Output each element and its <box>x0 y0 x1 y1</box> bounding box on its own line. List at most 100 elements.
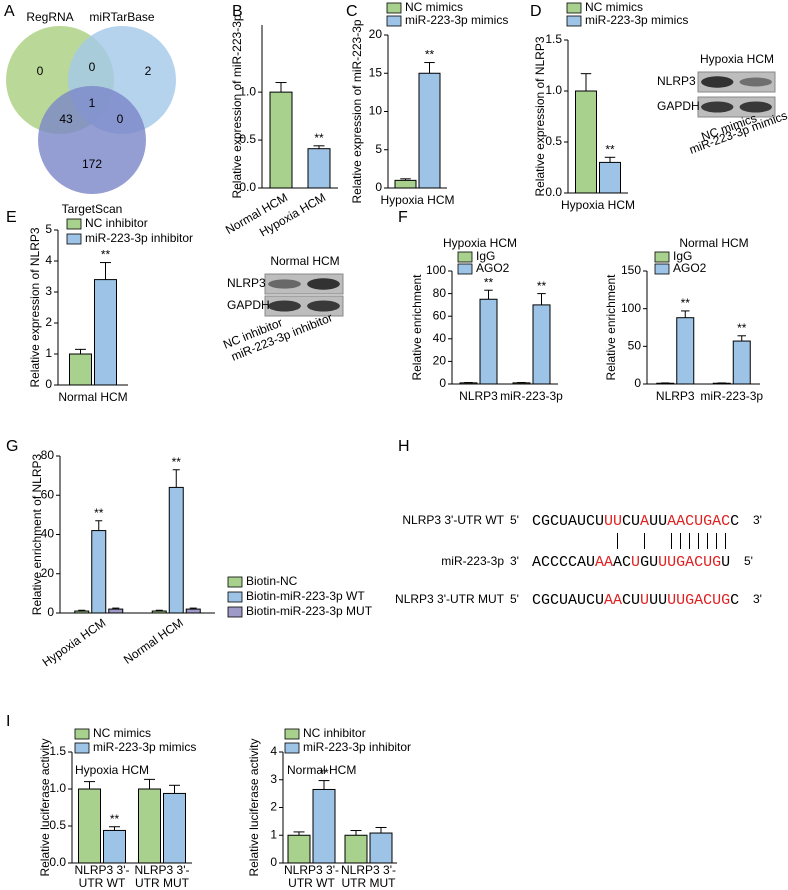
y-tick-label: 40 <box>433 331 447 345</box>
sequence-segment: UU <box>649 513 667 530</box>
sequence-end: 3' <box>753 592 762 606</box>
sequence-segment: CGCUAUCU <box>532 513 604 530</box>
legend-swatch <box>654 251 670 263</box>
y-tick-label: 2 <box>270 800 277 814</box>
error-bar <box>350 830 362 836</box>
x-tick-label: NLRP3 3'- <box>284 863 339 877</box>
y-tick-label: 20 <box>433 354 447 368</box>
sequence-segment: CU <box>622 513 640 530</box>
bar <box>287 834 311 864</box>
legend-swatch <box>284 728 300 740</box>
venn-count: 43 <box>59 112 73 126</box>
legend-label: AGO2 <box>476 261 510 275</box>
panel-label: A <box>4 3 15 20</box>
x-tick-label: NLRP3 3'- <box>75 863 130 877</box>
bar <box>78 788 101 864</box>
chart-title: Normal HCM <box>287 763 356 777</box>
sequence: CGCUAUCUAACUUUUUUGACUGC <box>532 592 739 609</box>
y-tick-label: 0.5 <box>239 132 256 146</box>
bar <box>94 279 117 386</box>
bar <box>103 829 126 864</box>
significance: ** <box>681 296 691 310</box>
sequence-start: 5' <box>510 592 519 606</box>
y-tick-label: 4 <box>270 744 277 758</box>
y-tick-label: 0.5 <box>545 134 562 148</box>
y-tick-label: 10 <box>369 104 383 118</box>
legend-swatch <box>386 15 402 27</box>
blot-band <box>701 101 734 113</box>
error-bar <box>95 520 103 531</box>
blot-title: Normal HCM <box>270 254 339 268</box>
y-tick-label: 100 <box>426 263 446 277</box>
legend-label: AGO2 <box>673 261 707 275</box>
y-axis-label: Relative luciferase activity <box>247 738 261 876</box>
venn-count: 1 <box>89 96 96 110</box>
legend-swatch <box>74 728 90 740</box>
legend-label: miR-223-3p mimics <box>93 740 196 754</box>
bar <box>269 91 293 189</box>
y-tick-label: 20 <box>41 566 55 580</box>
chart-title: Normal HCM <box>679 236 748 250</box>
blot-row-label: GAPDH <box>657 99 700 113</box>
blot-band <box>739 77 772 87</box>
panel-label: H <box>398 438 410 455</box>
bar <box>394 179 417 189</box>
legend-label: NC inhibitor <box>85 216 148 230</box>
legend-label: Biotin-miR-223-3p WT <box>246 589 365 603</box>
sequence: CGCUAUCUUUCUAUUAACUGACC <box>532 513 739 530</box>
sequence-segment: UUGACUG <box>667 592 730 609</box>
sequence-label: miR-223-3p <box>441 554 504 568</box>
bar <box>479 298 498 385</box>
panel-label: C <box>346 3 358 20</box>
blot-row-label: NLRP3 <box>227 276 266 290</box>
significance: ** <box>314 131 324 145</box>
x-tick-label: Normal HCM <box>121 616 186 667</box>
error-bar <box>78 609 86 612</box>
bar <box>418 72 441 189</box>
bar <box>676 317 695 385</box>
y-tick-label: 2 <box>45 315 52 329</box>
y-tick-label: 3 <box>270 772 277 786</box>
error-bar <box>84 781 95 789</box>
x-tick-label: UTR MUT <box>342 876 397 890</box>
legend-label: Biotin-NC <box>246 574 298 588</box>
y-tick-label: 20 <box>369 27 383 41</box>
y-tick-label: 15 <box>369 65 383 79</box>
error-bar <box>112 607 120 610</box>
significance: ** <box>319 766 329 780</box>
error-bar <box>681 310 690 318</box>
legend-swatch <box>66 218 82 230</box>
error-bar <box>424 62 435 74</box>
y-tick-label: 60 <box>433 308 447 322</box>
significance: ** <box>94 506 104 520</box>
sequence-segment: UU <box>649 592 667 609</box>
bar <box>163 792 186 864</box>
venn-count: 2 <box>145 64 152 78</box>
y-tick-label: 60 <box>41 487 55 501</box>
legend-swatch <box>566 2 582 14</box>
y-axis-label: Relative enrichment <box>410 274 424 381</box>
legend-label: NC mimics <box>405 0 463 14</box>
y-tick-label: 0 <box>375 180 382 194</box>
significance: ** <box>172 455 182 469</box>
x-tick-label: NLRP3 <box>656 389 695 403</box>
sequence-start: 3' <box>510 554 519 568</box>
sequence-end: 5' <box>744 554 753 568</box>
blot-band <box>307 278 340 290</box>
y-axis-label: Relative expression of miR-223-3p <box>350 19 364 203</box>
blot-title: Hypoxia HCM <box>700 52 774 66</box>
bar <box>185 608 201 614</box>
sequence-start: 5' <box>510 513 519 527</box>
sequence-segment: AC <box>613 554 631 571</box>
chart-title: Hypoxia HCM <box>75 763 149 777</box>
sequence-segment: CGCUAUCU <box>532 592 604 609</box>
bar <box>138 788 161 864</box>
blot-band <box>307 300 340 312</box>
y-tick-label: 150 <box>621 263 641 277</box>
significance: ** <box>101 248 111 262</box>
venn-count: 0 <box>37 64 44 78</box>
legend-label: IgG <box>673 249 692 263</box>
chart-title: Hypoxia HCM <box>443 236 517 250</box>
legend-swatch <box>654 263 670 275</box>
x-tick-label: Hypoxia HCM <box>40 616 109 670</box>
